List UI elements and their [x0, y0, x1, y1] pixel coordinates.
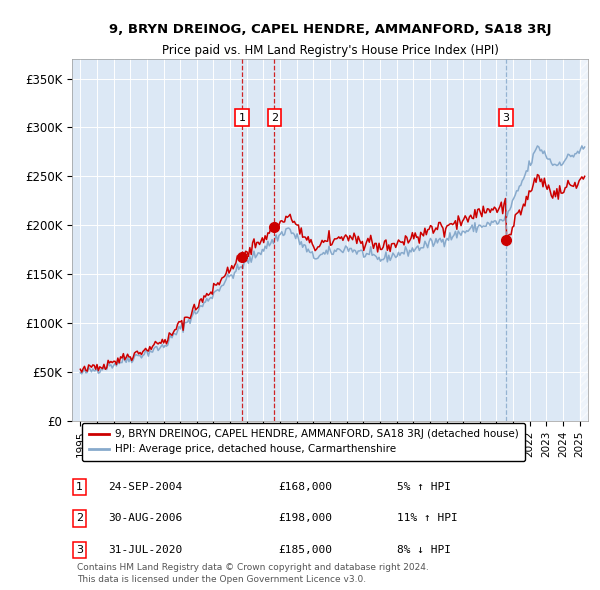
Text: 1: 1 — [76, 482, 83, 492]
Text: 11% ↑ HPI: 11% ↑ HPI — [397, 513, 458, 523]
Bar — [580, 59, 600, 421]
Text: Contains HM Land Registry data © Crown copyright and database right 2024.: Contains HM Land Registry data © Crown c… — [77, 563, 429, 572]
Text: 5% ↑ HPI: 5% ↑ HPI — [397, 482, 451, 492]
Bar — [274, 59, 506, 421]
Text: 9, BRYN DREINOG, CAPEL HENDRE, AMMANFORD, SA18 3RJ: 9, BRYN DREINOG, CAPEL HENDRE, AMMANFORD… — [109, 23, 551, 36]
Bar — [506, 59, 600, 421]
Text: 24-SEP-2004: 24-SEP-2004 — [108, 482, 182, 492]
Text: 8% ↓ HPI: 8% ↓ HPI — [397, 545, 451, 555]
Text: This data is licensed under the Open Government Licence v3.0.: This data is licensed under the Open Gov… — [77, 575, 366, 585]
Text: 3: 3 — [76, 545, 83, 555]
Text: 3: 3 — [503, 113, 509, 123]
Text: 30-AUG-2006: 30-AUG-2006 — [108, 513, 182, 523]
Legend: 9, BRYN DREINOG, CAPEL HENDRE, AMMANFORD, SA18 3RJ (detached house), HPI: Averag: 9, BRYN DREINOG, CAPEL HENDRE, AMMANFORD… — [82, 423, 524, 461]
Text: 2: 2 — [76, 513, 83, 523]
Text: £198,000: £198,000 — [278, 513, 332, 523]
Text: £168,000: £168,000 — [278, 482, 332, 492]
Text: 1: 1 — [239, 113, 246, 123]
Text: 31-JUL-2020: 31-JUL-2020 — [108, 545, 182, 555]
Text: 2: 2 — [271, 113, 278, 123]
Text: Price paid vs. HM Land Registry's House Price Index (HPI): Price paid vs. HM Land Registry's House … — [161, 44, 499, 57]
Text: £185,000: £185,000 — [278, 545, 332, 555]
